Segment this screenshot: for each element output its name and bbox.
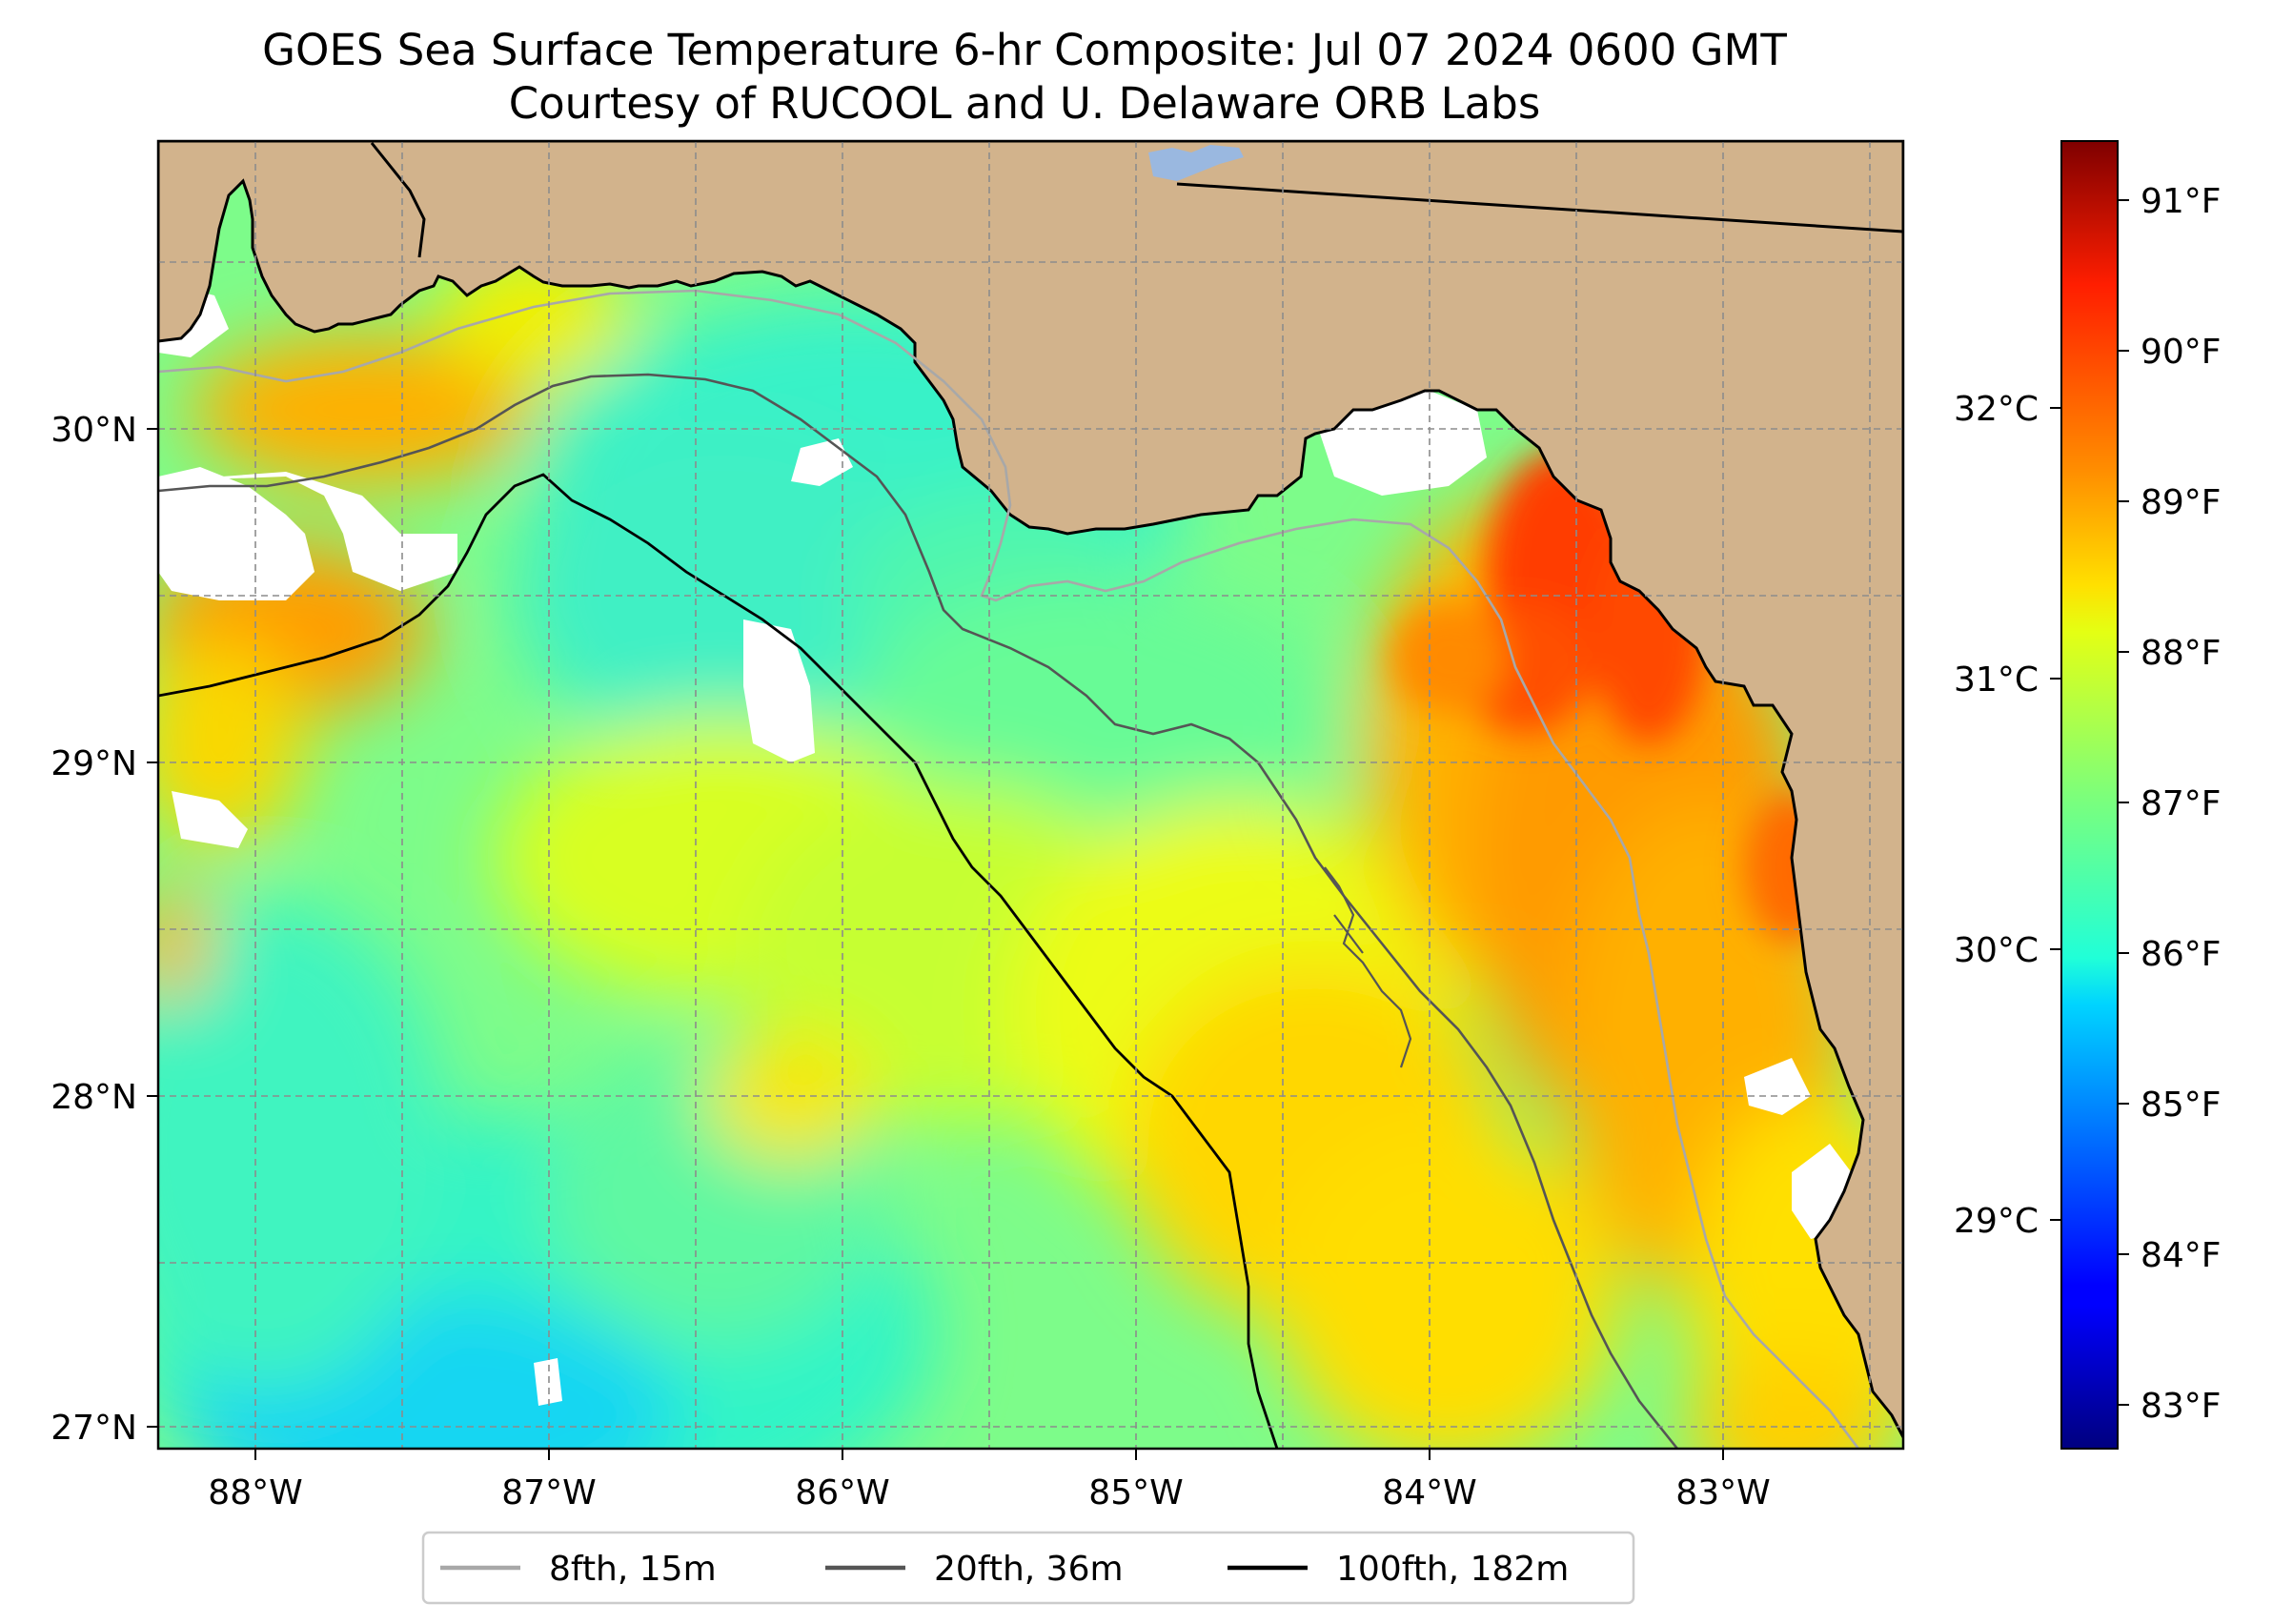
lat-label: 30°N [51, 411, 137, 450]
state-border [1176, 182, 1903, 233]
colorbar-fahrenheit-label: 88°F [2141, 634, 2222, 673]
state-border-west [370, 142, 426, 258]
lon-label: 88°W [208, 1473, 302, 1512]
contour-20fth [158, 373, 1679, 1449]
lat-label: 29°N [51, 744, 137, 783]
lat-label: 28°N [51, 1078, 137, 1117]
contour-100fth [158, 473, 1279, 1449]
colorbar-fahrenheit-label: 91°F [2141, 182, 2222, 221]
coastline-land [158, 141, 1903, 1438]
lake [1148, 145, 1244, 181]
colorbar-ticks [2050, 199, 2129, 1406]
colorbar-fahrenheit-label: 84°F [2141, 1236, 2222, 1275]
lon-label: 83°W [1675, 1473, 1770, 1512]
colorbar-fahrenheit-label: 90°F [2141, 333, 2222, 372]
map-area [158, 141, 1903, 1449]
chart-subtitle: Courtesy of RUCOOL and U. Delaware ORB L… [508, 78, 1541, 129]
axis-ticks [147, 428, 1724, 1460]
colorbar-fahrenheit-label: 85°F [2141, 1086, 2222, 1125]
temperature-gradient-layers [158, 248, 1903, 1449]
colorbar-fahrenheit-label: 86°F [2141, 935, 2222, 974]
colorbar: 91°F 90°F 89°F 88°F 87°F 86°F 85°F 84°F … [1954, 140, 2222, 1450]
cloud-mask-patches [158, 281, 1858, 1406]
colorbar-celsius-label: 30°C [1954, 931, 2039, 970]
colorbar-celsius-label: 31°C [1954, 660, 2039, 700]
lon-label: 87°W [501, 1473, 596, 1512]
colorbar-fahrenheit-label: 89°F [2141, 483, 2222, 522]
latitude-labels: 30°N 29°N 28°N 27°N [51, 411, 137, 1448]
contour-legend: 8fth, 15m 20fth, 36m 100fth, 182m [421, 1531, 1635, 1605]
colorbar-fahrenheit-label: 83°F [2141, 1387, 2222, 1426]
colorbar-celsius-label: 32°C [1954, 390, 2039, 429]
lon-label: 85°W [1088, 1473, 1183, 1512]
map-frame [156, 139, 1905, 1451]
colorbar-scale [2060, 140, 2119, 1450]
coastal-islands-outline [1324, 866, 1412, 1068]
lon-label: 86°W [795, 1473, 889, 1512]
lat-label: 27°N [51, 1409, 137, 1448]
chart-title: GOES Sea Surface Temperature 6-hr Compos… [262, 25, 1787, 75]
longitude-labels: 88°W 87°W 86°W 85°W 84°W 83°W [208, 1473, 1770, 1512]
legend-label-8fth: 8fth, 15m [549, 1550, 717, 1589]
legend-label-100fth: 100fth, 182m [1336, 1550, 1569, 1589]
colorbar-celsius-label: 29°C [1954, 1202, 2039, 1241]
legend-label-20fth: 20fth, 36m [934, 1550, 1124, 1589]
lon-label: 84°W [1382, 1473, 1476, 1512]
map-gridlines [158, 141, 1903, 1449]
legend-box [421, 1531, 1635, 1605]
contour-8fth [158, 289, 1860, 1449]
colorbar-fahrenheit-label: 87°F [2141, 784, 2222, 823]
